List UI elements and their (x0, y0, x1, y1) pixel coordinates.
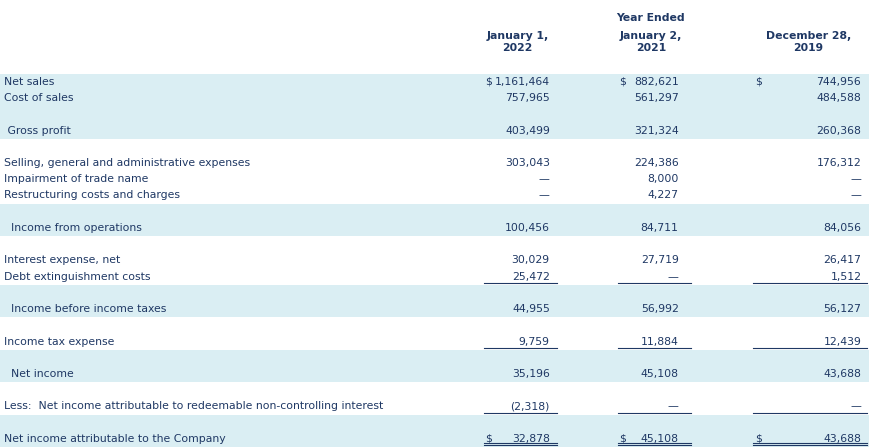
Text: Less:  Net income attributable to redeemable non-controlling interest: Less: Net income attributable to redeema… (4, 401, 383, 411)
Text: 11,884: 11,884 (640, 337, 678, 346)
Bar (0, 252, 869, 269)
Bar (0, 236, 869, 252)
Bar (0, 301, 869, 317)
Text: 43,688: 43,688 (822, 434, 860, 444)
Bar (0, 155, 869, 171)
Bar (0, 350, 869, 366)
Bar (0, 398, 869, 414)
Bar (0, 285, 869, 301)
Text: Income tax expense: Income tax expense (4, 337, 115, 346)
Text: —: — (850, 401, 860, 411)
Text: 12,439: 12,439 (822, 337, 860, 346)
Text: $: $ (619, 434, 626, 444)
Text: 561,297: 561,297 (634, 93, 678, 103)
Text: 32,878: 32,878 (511, 434, 549, 444)
Text: 26,417: 26,417 (822, 255, 860, 266)
Text: January 2,
2021: January 2, 2021 (619, 31, 681, 53)
Bar (0, 122, 869, 139)
Text: Net income attributable to the Company: Net income attributable to the Company (4, 434, 226, 444)
Text: 30,029: 30,029 (511, 255, 549, 266)
Bar (0, 187, 869, 203)
Text: $: $ (619, 77, 626, 87)
Text: 403,499: 403,499 (504, 126, 549, 135)
Text: 45,108: 45,108 (640, 434, 678, 444)
Text: 27,719: 27,719 (640, 255, 678, 266)
Text: Interest expense, net: Interest expense, net (4, 255, 121, 266)
Text: $: $ (485, 77, 492, 87)
Text: Income before income taxes: Income before income taxes (4, 304, 167, 314)
Text: 84,056: 84,056 (822, 223, 860, 233)
Bar (0, 431, 869, 447)
Bar (0, 366, 869, 382)
Text: —: — (850, 174, 860, 184)
Text: —: — (850, 190, 860, 200)
Text: Restructuring costs and charges: Restructuring costs and charges (4, 190, 180, 200)
Bar (0, 171, 869, 187)
Text: 45,108: 45,108 (640, 369, 678, 379)
Text: $: $ (754, 434, 761, 444)
Bar (0, 139, 869, 155)
Text: 303,043: 303,043 (504, 158, 549, 168)
Text: 757,965: 757,965 (505, 93, 549, 103)
Text: 9,759: 9,759 (518, 337, 549, 346)
Bar (0, 317, 869, 333)
Text: Debt extinguishment costs: Debt extinguishment costs (4, 272, 150, 282)
Text: 44,955: 44,955 (511, 304, 549, 314)
Text: Selling, general and administrative expenses: Selling, general and administrative expe… (4, 158, 250, 168)
Text: 224,386: 224,386 (634, 158, 678, 168)
Text: Net income: Net income (4, 369, 74, 379)
Text: 260,368: 260,368 (815, 126, 860, 135)
Text: $: $ (754, 77, 761, 87)
Text: Year Ended: Year Ended (616, 13, 684, 23)
Text: Income from operations: Income from operations (4, 223, 142, 233)
Text: $: $ (485, 434, 492, 444)
Text: 1,161,464: 1,161,464 (494, 77, 549, 87)
Text: Net sales: Net sales (4, 77, 55, 87)
Text: —: — (539, 174, 549, 184)
Text: Cost of sales: Cost of sales (4, 93, 74, 103)
Text: 56,992: 56,992 (640, 304, 678, 314)
Bar (0, 90, 869, 106)
Text: 25,472: 25,472 (511, 272, 549, 282)
Text: —: — (539, 190, 549, 200)
Text: Gross profit: Gross profit (4, 126, 71, 135)
Bar (0, 220, 869, 236)
Text: Impairment of trade name: Impairment of trade name (4, 174, 149, 184)
Text: January 1,
2022: January 1, 2022 (486, 31, 548, 53)
Text: —: — (667, 272, 678, 282)
Bar (0, 106, 869, 122)
Text: 100,456: 100,456 (504, 223, 549, 233)
Bar (0, 333, 869, 350)
Text: 882,621: 882,621 (634, 77, 678, 87)
Text: December 28,
2019: December 28, 2019 (765, 31, 850, 53)
Text: 484,588: 484,588 (816, 93, 860, 103)
Bar (0, 74, 869, 90)
Text: 1,512: 1,512 (829, 272, 860, 282)
Bar (0, 203, 869, 220)
Bar (0, 414, 869, 431)
Text: 321,324: 321,324 (634, 126, 678, 135)
Text: (2,318): (2,318) (510, 401, 549, 411)
Text: 744,956: 744,956 (816, 77, 860, 87)
Text: 4,227: 4,227 (647, 190, 678, 200)
Text: 35,196: 35,196 (511, 369, 549, 379)
Text: —: — (667, 401, 678, 411)
Text: 176,312: 176,312 (816, 158, 860, 168)
Bar (0, 382, 869, 398)
Text: 43,688: 43,688 (822, 369, 860, 379)
Bar (0, 269, 869, 285)
Text: 84,711: 84,711 (640, 223, 678, 233)
Text: 56,127: 56,127 (822, 304, 860, 314)
Text: 8,000: 8,000 (647, 174, 678, 184)
